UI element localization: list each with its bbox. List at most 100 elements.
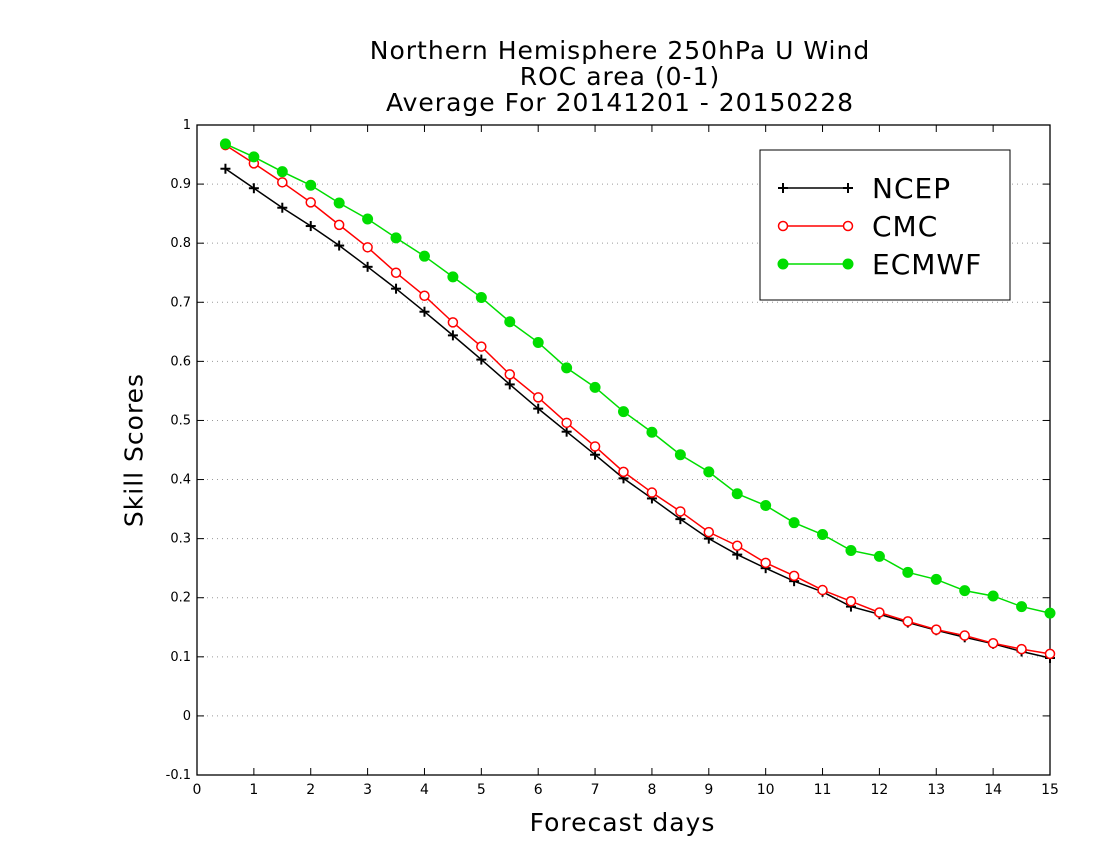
point-cmc-12: [561, 417, 572, 429]
point-ecmwf-5: [362, 213, 374, 225]
x-tick-label-7: 7: [591, 782, 600, 798]
point-cmc-2: [277, 177, 288, 188]
point-cmc-25: [931, 624, 942, 635]
point-cmc-27: [987, 637, 999, 649]
y-tick-label-0: -0.1: [166, 768, 191, 783]
point-ecmwf-28: [1016, 601, 1028, 613]
legend-marker-end-cmc: [842, 220, 854, 232]
y-axis-label: Skill Scores: [119, 372, 149, 528]
point-ncep-8: [447, 330, 458, 341]
y-tick-label-8: 0.7: [170, 295, 191, 310]
x-tick-label-3: 3: [363, 782, 372, 798]
y-tick-label-7: 0.6: [170, 354, 191, 369]
series-line-ncep: [225, 168, 1051, 659]
legend-box: [759, 149, 1011, 301]
point-ecmwf-18: [731, 488, 743, 500]
point-cmc-9: [476, 341, 487, 352]
x-tick-label-10: 10: [757, 782, 775, 798]
point-ncep-7: [419, 306, 430, 317]
x-tick-label-11: 11: [814, 782, 832, 798]
y-tick-label-1: 0: [183, 709, 191, 724]
legend-marker-end-ncep: [843, 183, 853, 193]
x-tick-label-9: 9: [704, 782, 713, 798]
legend-marker-end-ecmwf: [842, 258, 854, 270]
x-tick-label-6: 6: [534, 782, 543, 798]
legend-marker-start-ecmwf: [777, 258, 789, 270]
series-cmc: [220, 139, 1056, 660]
point-ncep-12: [561, 426, 572, 437]
point-ecmwf-22: [845, 544, 857, 556]
point-cmc-6: [390, 267, 402, 278]
legend-marker-start-cmc: [777, 220, 789, 232]
point-ecmwf-27: [987, 590, 999, 602]
point-ecmwf-26: [959, 585, 971, 597]
point-ecmwf-17: [703, 466, 715, 478]
point-cmc-14: [618, 466, 629, 478]
point-cmc-17: [703, 526, 715, 538]
legend: NCEP CMC ECMWF: [759, 149, 1011, 301]
point-ecmwf-29: [1044, 607, 1056, 619]
y-tick-label-6: 0.5: [170, 413, 191, 428]
point-ecmwf-10: [504, 316, 516, 328]
x-tick-label-8: 8: [647, 782, 656, 798]
x-tick-label-1: 1: [249, 782, 258, 798]
point-cmc-23: [874, 607, 885, 618]
y-tick-label-3: 0.2: [170, 591, 191, 606]
point-ecmwf-16: [674, 449, 686, 461]
point-ecmwf-0: [219, 138, 231, 150]
legend-label-ncep: NCEP: [872, 172, 951, 205]
point-cmc-4: [333, 219, 345, 231]
y-tick-label-11: 1: [183, 118, 191, 133]
chart-title-line-1: Northern Hemisphere 250hPa U Wind: [369, 36, 871, 65]
x-tick-label-4: 4: [420, 782, 429, 798]
x-tick-label-2: 2: [306, 782, 315, 798]
point-ncep-11: [533, 403, 544, 414]
point-ecmwf-20: [788, 517, 800, 529]
point-ncep-2: [277, 202, 288, 213]
y-tick-label-2: 0.1: [170, 650, 191, 665]
point-cmc-16: [675, 506, 686, 517]
x-tick-label-12: 12: [870, 782, 888, 798]
point-cmc-13: [589, 441, 601, 452]
legend-label-ecmwf: ECMWF: [872, 248, 982, 281]
chart-title-line-3: Average For 20141201 - 20150228: [385, 88, 855, 117]
point-ncep-10: [504, 379, 515, 390]
point-cmc-5: [362, 242, 373, 253]
point-ecmwf-15: [646, 426, 658, 438]
point-ecmwf-1: [248, 151, 260, 163]
x-tick-label-0: 0: [193, 782, 202, 798]
point-ecmwf-13: [589, 381, 601, 393]
point-cmc-24: [902, 616, 914, 627]
chart-title-line-2: ROC area (0-1): [519, 62, 721, 91]
x-tick-label-5: 5: [477, 782, 486, 798]
point-ecmwf-3: [305, 179, 317, 191]
x-tick-label-15: 15: [1041, 782, 1059, 798]
legend-label-cmc: CMC: [872, 210, 938, 243]
point-ecmwf-14: [618, 406, 629, 418]
point-ncep-5: [362, 261, 373, 272]
point-ncep-3: [305, 221, 316, 232]
point-cmc-21: [817, 584, 828, 596]
point-ecmwf-8: [447, 271, 459, 283]
point-cmc-22: [845, 596, 857, 607]
x-axis-label: Forecast days: [529, 808, 716, 837]
point-cmc-11: [532, 392, 544, 403]
point-cmc-18: [731, 540, 743, 551]
point-ecmwf-9: [475, 292, 487, 304]
point-cmc-28: [1016, 643, 1027, 655]
point-ecmwf-4: [333, 197, 345, 209]
point-ecmwf-7: [418, 250, 430, 262]
x-tick-label-13: 13: [927, 782, 945, 798]
point-cmc-7: [419, 290, 430, 302]
point-ncep-4: [334, 240, 345, 251]
series-ecmwf: [219, 138, 1056, 619]
point-ncep-0: [220, 163, 231, 174]
point-ecmwf-19: [760, 500, 772, 512]
y-tick-label-9: 0.8: [170, 236, 191, 251]
point-ecmwf-11: [532, 336, 544, 348]
point-ecmwf-12: [561, 362, 573, 374]
point-ncep-6: [391, 283, 402, 294]
point-ecmwf-23: [873, 550, 885, 562]
x-tick-label-14: 14: [984, 782, 1002, 798]
